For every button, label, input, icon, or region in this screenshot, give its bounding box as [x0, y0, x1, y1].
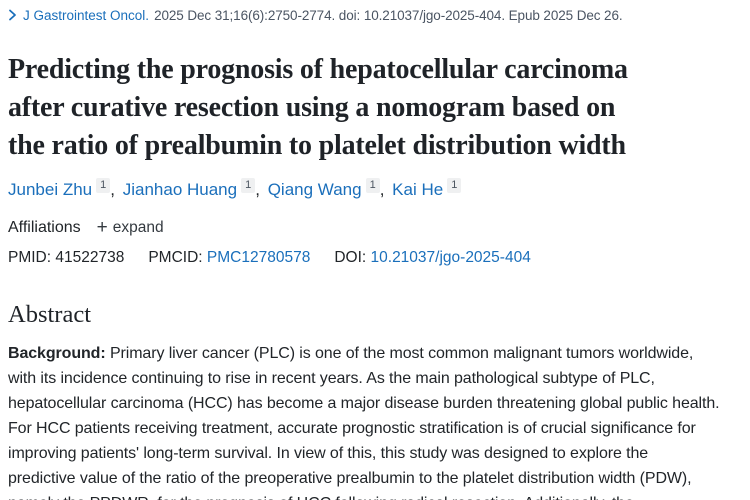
affiliations-row: Affiliations + expand — [8, 218, 742, 238]
pmcid-group: PMCID: PMC12780578 — [148, 248, 310, 268]
author-affiliation-superscript[interactable]: 1 — [365, 178, 380, 193]
article-ids-row: PMID: 41522738 PMCID: PMC12780578 DOI: 1… — [8, 248, 742, 268]
journal-citation-row: J Gastrointest Oncol. 2025 Dec 31;16(6):… — [8, 6, 742, 24]
expand-affiliations-button[interactable]: + expand — [96, 217, 164, 238]
author-link[interactable]: Qiang Wang — [267, 180, 362, 199]
author-separator: , — [379, 180, 385, 199]
abstract-heading: Abstract — [8, 301, 91, 328]
abstract-text: Primary liver cancer (PLC) is one of the… — [109, 345, 694, 362]
plus-icon: + — [96, 217, 108, 238]
article-title-line: after curative resection using a nomogra… — [8, 92, 616, 123]
article-title-line: the ratio of prealbumin to platelet dist… — [8, 130, 626, 161]
pmid-label: PMID: — [8, 249, 52, 266]
pmcid-link[interactable]: PMC12780578 — [206, 249, 311, 266]
author-separator: , — [110, 180, 115, 199]
expand-label: expand — [112, 219, 164, 236]
author-affiliation-superscript[interactable]: 1 — [241, 178, 256, 193]
affiliations-label: Affiliations — [8, 219, 81, 236]
abstract-text-line: namely the PPDWR, for the prognosis of H… — [8, 491, 742, 500]
background-label: Background: — [8, 345, 106, 362]
authors-row: Junbei Zhu 1, Jianhao Huang 1, Qiang Wang 1… — [8, 178, 742, 202]
abstract-text-line: For HCC patients receiving treatment, ac… — [8, 420, 696, 437]
author-affiliation-superscript[interactable]: 1 — [96, 178, 111, 193]
doi-group: DOI: 10.21037/jgo-2025-404 — [334, 248, 531, 268]
abstract-text-line: with its incidence continuing to rise in… — [8, 370, 655, 387]
pmid-value: 41522738 — [55, 249, 125, 266]
article-title-line: Predicting the prognosis of hepatocellul… — [8, 54, 628, 85]
abstract-text-line: predictive value of the ratio of the pre… — [8, 470, 692, 487]
author-link[interactable]: Kai He — [392, 180, 444, 199]
abstract-text-line: improving patients' long-term survival. … — [8, 445, 649, 462]
author-affiliation-superscript[interactable]: 1 — [447, 178, 462, 193]
author-link[interactable]: Junbei Zhu — [8, 180, 93, 199]
abstract-text-line: Background: Primary liver cancer (PLC) i… — [8, 341, 742, 366]
author-link[interactable]: Jianhao Huang — [122, 180, 238, 199]
doi-label: DOI: — [334, 249, 367, 266]
abstract-background-paragraph: Background: Primary liver cancer (PLC) i… — [8, 341, 742, 500]
journal-link[interactable]: J Gastrointest Oncol. — [23, 7, 150, 23]
doi-link[interactable]: 10.21037/jgo-2025-404 — [370, 249, 531, 266]
pmcid-label: PMCID: — [148, 249, 203, 266]
journal-toggle-chevron-icon[interactable] — [8, 9, 17, 21]
author-separator: , — [255, 180, 260, 199]
journal-citation-text: 2025 Dec 31;16(6):2750-2774. doi: 10.210… — [154, 7, 623, 23]
abstract-text-line: hepatocellular carcinoma (HCC) has becom… — [8, 395, 720, 412]
pmid-group: PMID: 41522738 — [8, 248, 124, 268]
article-title: Predicting the prognosis of hepatocellul… — [8, 51, 742, 165]
